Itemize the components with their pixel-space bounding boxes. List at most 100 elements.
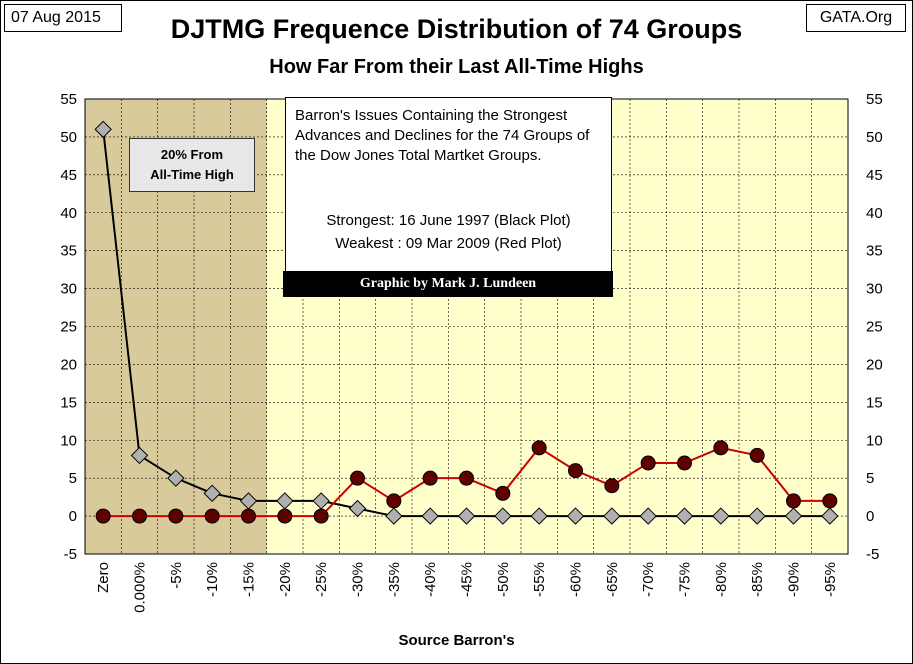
x-tick-label: -10% <box>204 562 221 597</box>
weakest-point <box>677 455 692 471</box>
strongest-point <box>566 507 585 525</box>
y-tick-label-left: 35 <box>60 243 77 260</box>
x-tick-label: 0.000% <box>132 562 149 613</box>
y-tick-label-right: 45 <box>866 167 883 184</box>
x-tick-label: -95% <box>822 562 839 597</box>
y-tick-label-right: 5 <box>866 470 874 487</box>
x-tick-label: -40% <box>422 562 439 597</box>
weakest-point <box>531 440 547 456</box>
zone-annotation: 20% From All-Time High <box>129 138 255 192</box>
strongest-point <box>603 507 621 525</box>
x-tick-label: -90% <box>786 562 803 597</box>
weakest-point <box>168 508 184 524</box>
weakest-point <box>749 447 765 463</box>
y-tick-label-right: 0 <box>866 508 874 525</box>
strongest-point <box>457 507 476 525</box>
weakest-point <box>386 493 402 509</box>
zone-annotation-line1: 20% From <box>160 147 224 162</box>
note-box: Barron's Issues Containing the Strongest… <box>285 97 612 272</box>
y-tick-label-left: -5 <box>64 546 77 563</box>
y-tick-label-left: 25 <box>60 319 77 336</box>
strongest-point <box>421 507 439 525</box>
weakest-point <box>132 508 147 524</box>
strongest-point <box>530 507 548 525</box>
y-tick-label-right: 25 <box>866 319 883 336</box>
weakest-point <box>204 508 220 524</box>
y-tick-label-right: -5 <box>866 546 879 563</box>
strongest-point <box>348 499 367 518</box>
strongest-point <box>784 507 803 525</box>
strongest-point <box>203 484 221 503</box>
strongest-point <box>712 507 730 525</box>
note-text: Barron's Issues Containing the Strongest… <box>295 107 590 164</box>
x-tick-label: -55% <box>531 562 548 597</box>
strongest-point <box>94 120 112 139</box>
weakest-point <box>350 470 365 486</box>
y-tick-label-left: 10 <box>60 432 77 449</box>
x-tick-label: -30% <box>350 562 367 597</box>
weakest-point <box>459 470 474 486</box>
weakest-point <box>713 440 729 456</box>
x-tick-label: Zero <box>95 562 112 593</box>
x-tick-label: -35% <box>386 562 403 597</box>
weakest-point <box>422 470 438 486</box>
strongest-point <box>821 507 839 525</box>
note-weakest: Weakest : 09 Mar 2009 (Red Plot) <box>335 235 562 252</box>
y-tick-label-right: 55 <box>866 91 883 108</box>
weakest-point <box>786 493 801 509</box>
x-tick-label: -60% <box>568 562 585 597</box>
chart-subtitle: How Far From their Last All-Time Highs <box>269 56 644 78</box>
series-layer <box>94 120 839 525</box>
y-tick-label-left: 45 <box>60 167 77 184</box>
source-site-label: GATA.Org <box>806 4 906 32</box>
strongest-point <box>639 507 657 525</box>
strongest-point <box>385 507 403 525</box>
y-tick-label-right: 35 <box>866 243 883 260</box>
x-tick-label: -25% <box>313 562 330 597</box>
weakest-point <box>495 485 511 501</box>
x-tick-label: -5% <box>168 562 185 589</box>
x-tick-label: -50% <box>495 562 512 597</box>
x-tick-label: -65% <box>604 562 621 597</box>
weakest-point <box>822 493 838 509</box>
weakest-point <box>241 508 256 524</box>
strongest-point <box>748 507 766 525</box>
x-tick-label: -75% <box>677 562 694 597</box>
y-tick-label-left: 0 <box>69 508 77 525</box>
y-tick-label-left: 20 <box>60 356 77 373</box>
y-tick-label-right: 50 <box>866 129 883 146</box>
x-tick-label: -15% <box>241 562 258 597</box>
date-label: 07 Aug 2015 <box>4 4 122 32</box>
y-tick-label-right: 40 <box>866 205 883 222</box>
y-tick-label-left: 5 <box>69 470 77 487</box>
note-strongest: Strongest: 16 June 1997 (Black Plot) <box>326 212 571 229</box>
x-axis-title: Source Barron's <box>398 632 515 649</box>
strongest-point <box>130 446 149 465</box>
zone-annotation-line2: All-Time High <box>150 167 234 182</box>
weakest-point <box>568 463 583 479</box>
y-tick-label-left: 50 <box>60 129 77 146</box>
weakest-point <box>604 478 620 494</box>
credit-banner: Graphic by Mark J. Lundeen <box>283 271 613 297</box>
y-tick-label-left: 40 <box>60 205 77 222</box>
y-tick-label-right: 15 <box>866 394 883 411</box>
y-tick-label-left: 15 <box>60 394 77 411</box>
weakest-point <box>640 455 656 471</box>
chart-title: DJTMG Frequence Distribution of 74 Group… <box>170 14 743 44</box>
x-tick-label: -45% <box>459 562 476 597</box>
strongest-point <box>494 507 512 525</box>
strongest-point <box>675 507 694 525</box>
strongest-point <box>167 469 185 487</box>
y-tick-label-right: 10 <box>866 432 883 449</box>
weakest-point <box>95 508 111 524</box>
x-tick-label: -20% <box>277 562 294 597</box>
y-tick-label-left: 55 <box>60 91 77 108</box>
x-tick-label: -85% <box>749 562 766 597</box>
weakest-point <box>277 508 293 524</box>
y-tick-label-right: 20 <box>866 356 883 373</box>
x-tick-label: -80% <box>713 562 730 597</box>
y-tick-label-left: 30 <box>60 281 77 298</box>
y-tick-label-right: 30 <box>866 281 883 298</box>
weakest-point <box>313 508 329 524</box>
